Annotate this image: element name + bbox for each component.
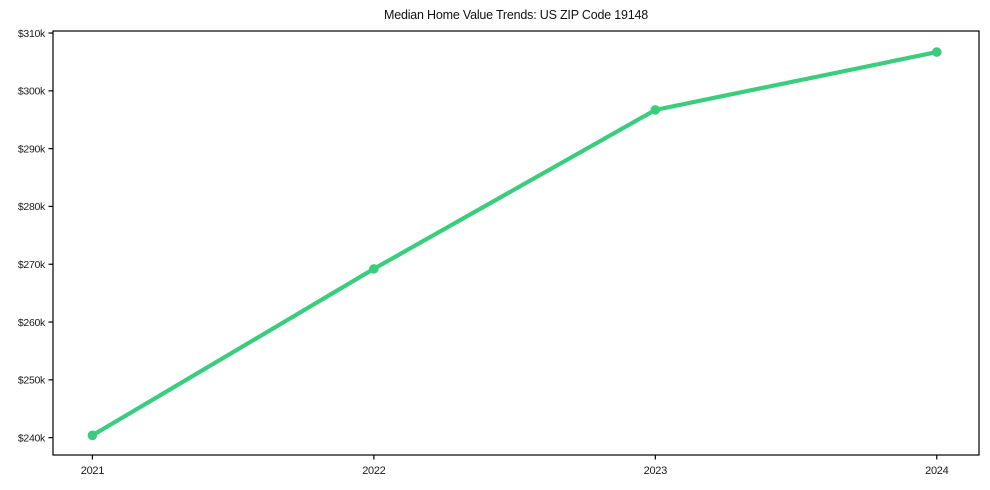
x-tick-label: 2022	[362, 465, 385, 477]
y-tick-label: $240k	[18, 432, 46, 444]
x-tick-label: 2024	[925, 465, 948, 477]
trend-line-median-home-value	[90, 49, 939, 438]
x-tick-label: 2023	[644, 465, 667, 477]
chart-title: Median Home Value Trends: US ZIP Code 19…	[383, 8, 648, 22]
y-tick-label: $280k	[18, 201, 46, 213]
data-point-2024	[931, 47, 942, 57]
x-tick-label: 2021	[81, 465, 104, 477]
y-tick-label: $310k	[18, 28, 46, 40]
axes-frame	[52, 30, 980, 456]
data-point-2021	[87, 430, 98, 441]
y-tick-label: $250k	[18, 375, 46, 387]
y-tick-label: $270k	[18, 259, 46, 271]
y-tick-label: $300k	[18, 86, 46, 98]
data-point-2022	[369, 264, 379, 274]
data-point-2023	[650, 105, 661, 115]
y-tick-label: $260k	[18, 317, 46, 329]
y-tick-label: $290k	[18, 143, 46, 155]
